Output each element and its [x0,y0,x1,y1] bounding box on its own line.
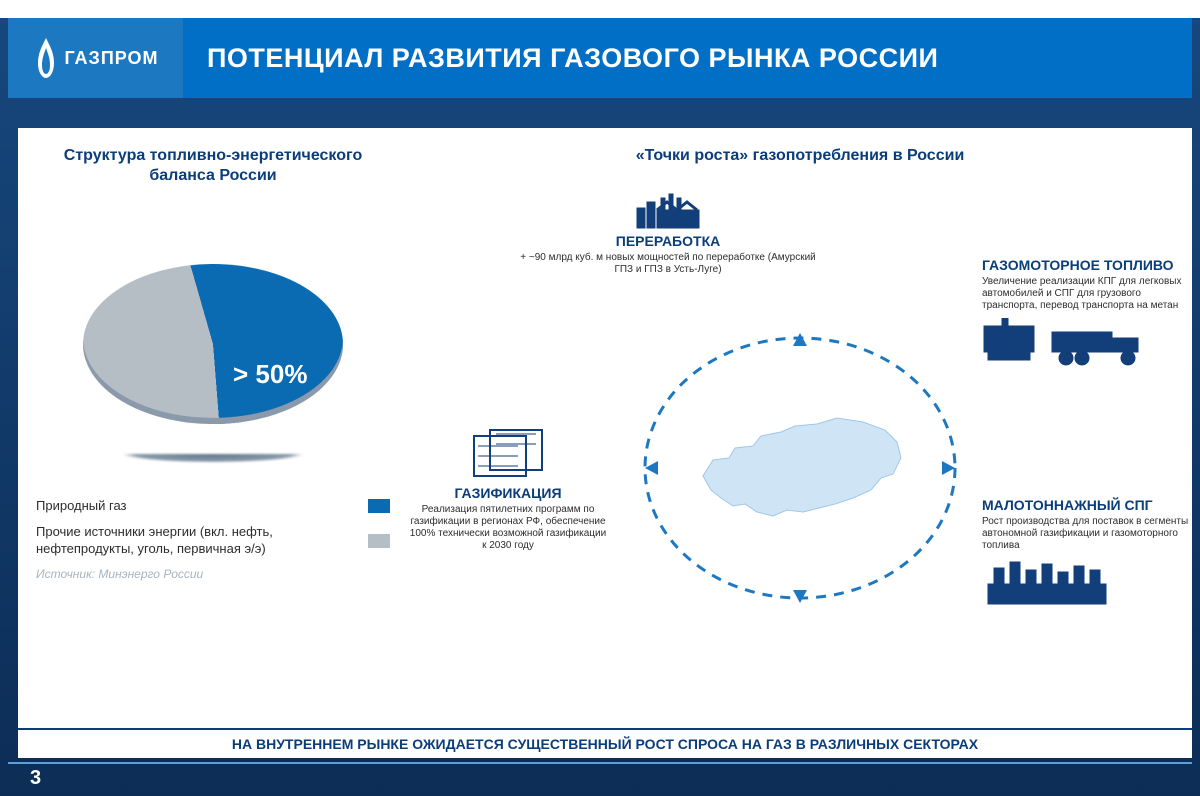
legend-swatch [368,499,390,513]
pie-title: Структура топливно-энергетического балан… [36,146,390,186]
pie-chart: > 50% [83,214,343,474]
page-number: 3 [30,767,41,790]
legend-item: Прочие источники энергии (вкл. нефть, не… [36,524,390,557]
pie-center-label: > 50% [233,359,307,390]
node-caption: МАЛОТОННАЖНЫЙ СПГ [982,498,1192,513]
pie-disc [83,264,343,424]
brand-name: ГАЗПРОМ [64,48,158,69]
footer-text: НА ВНУТРЕННЕМ РЫНКЕ ОЖИДАЕТСЯ СУЩЕСТВЕНН… [232,736,978,752]
slide-title: ПОТЕНЦИАЛ РАЗВИТИЯ ГАЗОВОГО РЫНКА РОССИИ [207,43,938,74]
node-desc: Рост производства для поставок в сегмент… [982,516,1192,552]
fuel-station-truck-icon [982,318,1192,368]
title-cell: ПОТЕНЦИАЛ РАЗВИТИЯ ГАЗОВОГО РЫНКА РОССИИ [183,18,1192,98]
logo-cell: ГАЗПРОМ [8,18,183,98]
slide: ГАЗПРОМ ПОТЕНЦИАЛ РАЗВИТИЯ ГАЗОВОГО РЫНК… [0,18,1200,796]
node-caption: ПЕРЕРАБОТКА [518,234,818,249]
node-desc: Реализация пятилетних программ по газифи… [408,504,608,552]
lng-plant-icon [982,558,1192,608]
russia-map-icon [695,408,905,528]
legend-swatch [368,534,390,548]
legend: Природный газ Прочие источники энергии (… [36,498,390,557]
node-smallscale-lng: МАЛОТОННАЖНЫЙ СПГ Рост производства для … [982,498,1192,612]
legend-item: Природный газ [36,498,390,514]
legend-label: Природный газ [36,498,356,514]
node-caption: ГАЗОМОТОРНОЕ ТОПЛИВО [982,258,1192,273]
body: Структура топливно-энергетического балан… [18,128,1192,728]
node-desc: + ~90 млрд куб. м новых мощностей по пер… [518,252,818,276]
bottom-rule [8,762,1192,764]
footer-strip: НА ВНУТРЕННЕМ РЫНКЕ ОЖИДАЕТСЯ СУЩЕСТВЕНН… [18,728,1192,758]
blueprint-icon [408,428,608,482]
node-processing: ПЕРЕРАБОТКА + ~90 млрд куб. м новых мощн… [518,188,818,276]
legend-label: Прочие источники энергии (вкл. нефть, не… [36,524,356,557]
right-column: «Точки роста» газопотребления в России [408,128,1192,728]
source-note: Источник: Минэнерго России [36,567,390,581]
factory-icon [518,188,818,230]
growth-title: «Точки роста» газопотребления в России [412,146,1188,166]
node-caption: ГАЗИФИКАЦИЯ [408,486,608,501]
header: ГАЗПРОМ ПОТЕНЦИАЛ РАЗВИТИЯ ГАЗОВОГО РЫНК… [8,18,1192,98]
left-column: Структура топливно-энергетического балан… [18,128,408,728]
node-ngv: ГАЗОМОТОРНОЕ ТОПЛИВО Увеличение реализац… [982,258,1192,372]
node-desc: Увеличение реализации КПГ для легковых а… [982,276,1192,312]
circle-diagram [635,328,965,608]
pie-3d-rim [83,454,343,478]
gazprom-flame-icon [32,36,60,80]
node-gasification: ГАЗИФИКАЦИЯ Реализация пятилетних програ… [408,428,608,552]
